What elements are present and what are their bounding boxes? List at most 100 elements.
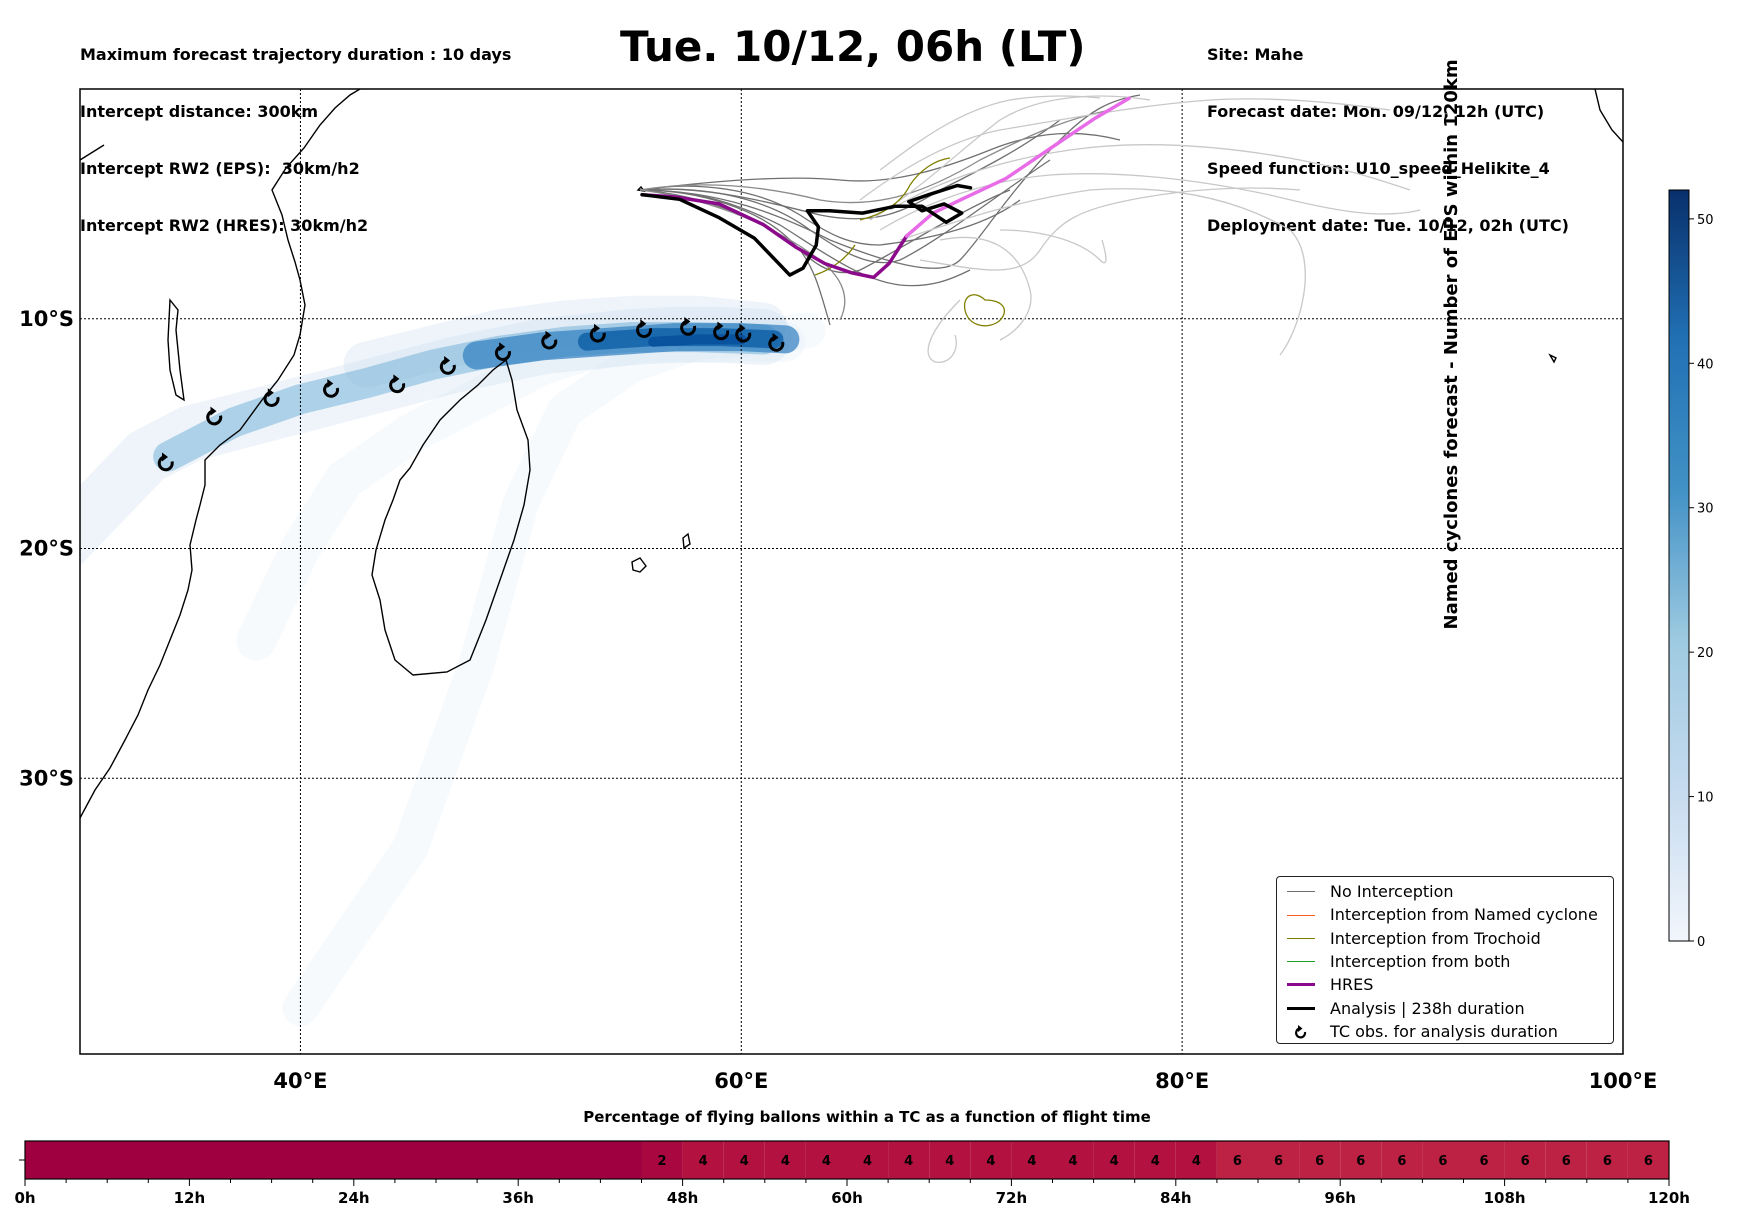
graticule	[80, 89, 1623, 1054]
map-title: Tue. 10/12, 06h (LT)	[620, 22, 1086, 71]
header-right-line: Deployment date: Tue. 10/12, 02h (UTC)	[1207, 216, 1569, 235]
pct-segment	[970, 1141, 1012, 1179]
hres-trajectory	[640, 192, 909, 280]
pct-segment-value: 4	[904, 1154, 913, 1169]
pct-segment-value: 6	[1480, 1154, 1489, 1169]
pct-segment	[723, 1141, 765, 1179]
pct-tick-label: 108h	[1484, 1189, 1526, 1207]
coastline-island-east	[1548, 353, 1557, 364]
coastline-island-mauritius	[682, 532, 691, 550]
pct-segment-value: 4	[1027, 1154, 1036, 1169]
colorbar-tick-label: 30	[1697, 502, 1714, 517]
pct-segment-value: 6	[1603, 1154, 1612, 1169]
legend-label: TC obs. for analysis duration	[1330, 1021, 1558, 1041]
map-legend: No Interception Interception from Named c…	[1276, 876, 1614, 1044]
pct-segment	[1093, 1141, 1135, 1179]
pct-segment-value: 4	[699, 1154, 708, 1169]
trajectory-no-interception	[639, 189, 1011, 274]
tc-obs-marker-icon	[680, 317, 697, 336]
pct-tick-label: 0h	[14, 1189, 35, 1207]
trajectory-interception-trochoid	[859, 157, 951, 221]
pct-segment	[682, 1141, 724, 1179]
pct-segment-value: 4	[945, 1154, 954, 1169]
trajectory-no-interception	[639, 132, 1121, 191]
pct-segment-value: 4	[1069, 1154, 1078, 1169]
header-left-line: Intercept RW2 (EPS): 30km/h2	[80, 159, 360, 178]
pct-segment	[1381, 1141, 1423, 1179]
pct-segment	[1422, 1141, 1464, 1179]
pct-tick-label: 72h	[996, 1189, 1028, 1207]
pct-tick-label: 84h	[1160, 1189, 1192, 1207]
tc-observations	[157, 317, 785, 472]
trajectory-no-interception	[889, 144, 1411, 211]
header-left-line: Intercept distance: 300km	[80, 102, 319, 121]
pct-segment	[1299, 1141, 1341, 1179]
pct-segment	[1052, 1141, 1094, 1179]
tc-obs-marker-icon	[206, 406, 223, 426]
pct-tick-label: 48h	[667, 1189, 699, 1207]
pct-segment-value: 4	[822, 1154, 831, 1169]
coastline-africa	[80, 89, 361, 819]
legend-item: TC obs. for analysis duration	[1277, 1021, 1613, 1043]
pct-tick-label: 120h	[1648, 1189, 1690, 1207]
pct-segment-value: 4	[986, 1154, 995, 1169]
trajectory-no-interception	[927, 299, 961, 363]
tc-obs-marker-icon	[439, 356, 456, 375]
colorbar-tick-label: 10	[1697, 791, 1714, 806]
pct-segment	[929, 1141, 971, 1179]
pct-segment	[764, 1141, 806, 1179]
pct-segment-value: 6	[1438, 1154, 1447, 1169]
header-right-line: Speed function: U10_speed_Helikite_4	[1207, 159, 1550, 178]
pct-segment	[1134, 1141, 1176, 1179]
density-band	[648, 334, 747, 347]
pct-segment	[1627, 1141, 1669, 1179]
tc-obs-marker-icon	[768, 333, 785, 352]
trajectory-interception-trochoid	[814, 244, 856, 276]
pct-segment-value: 4	[863, 1154, 872, 1169]
pct-segment	[1504, 1141, 1546, 1179]
pct-segment-value: 6	[1644, 1154, 1653, 1169]
pct-segment-value: 2	[658, 1154, 667, 1169]
pct-segment	[847, 1141, 889, 1179]
pct-segment	[25, 1141, 642, 1179]
header-left-line: Intercept RW2 (HRES): 30km/h2	[80, 216, 369, 235]
legend-item: Interception from Trochoid	[1277, 928, 1613, 950]
colorbar-title: Named cyclones forecast - Number of EPS …	[1440, 59, 1462, 630]
map-axis-labels: 10°S 20°S 30°S 40°E 60°E 80°E 100°E	[19, 307, 1657, 1093]
pct-segment-value: 4	[1110, 1154, 1119, 1169]
lat-label: 20°S	[19, 537, 74, 561]
eps-density-field	[80, 295, 826, 1026]
pct-segment-value: 4	[1192, 1154, 1201, 1169]
density-colorbar: 0 10 20 30 40 50	[1668, 189, 1714, 950]
pct-segment	[1340, 1141, 1382, 1179]
tc-obs-marker-icon	[636, 319, 653, 339]
legend-label: No Interception	[1330, 882, 1454, 901]
pct-tick-label: 60h	[831, 1189, 863, 1207]
pct-segment-value: 6	[1315, 1154, 1324, 1169]
colorbar-ticks: 0 10 20 30 40 50	[1689, 213, 1714, 950]
pct-segment-value: 6	[1274, 1154, 1283, 1169]
lat-label: 10°S	[19, 307, 74, 331]
colorbar-tick-label: 50	[1697, 213, 1714, 228]
header-right-line: Site: Mahe	[1207, 45, 1304, 64]
legend-label: Analysis | 238h duration	[1330, 998, 1525, 1018]
colorbar-tick-label: 20	[1697, 646, 1714, 661]
analysis-trajectory	[640, 183, 973, 277]
tc-obs-marker-icon	[541, 330, 558, 350]
lon-label: 60°E	[714, 1069, 768, 1093]
pct-segment	[805, 1141, 847, 1179]
pct-segment-value: 6	[1521, 1154, 1530, 1169]
pct-segment-value: 4	[1151, 1154, 1160, 1169]
tc-obs-marker-icon	[263, 388, 280, 407]
pct-tick-label: 24h	[338, 1189, 370, 1207]
pct-tick-label: 12h	[174, 1189, 206, 1207]
pct-segment-value: 4	[740, 1154, 749, 1169]
legend-label: Interception from Named cyclone	[1330, 905, 1598, 925]
legend-line-swatch	[1287, 891, 1315, 893]
header-left-line: Maximum forecast trajectory duration : 1…	[80, 45, 512, 64]
trajectory-no-interception	[639, 109, 1111, 204]
trajectory-no-interception	[639, 185, 1021, 246]
tc-obs-marker-icon	[494, 342, 511, 361]
trajectory-no-interception	[879, 95, 1101, 171]
